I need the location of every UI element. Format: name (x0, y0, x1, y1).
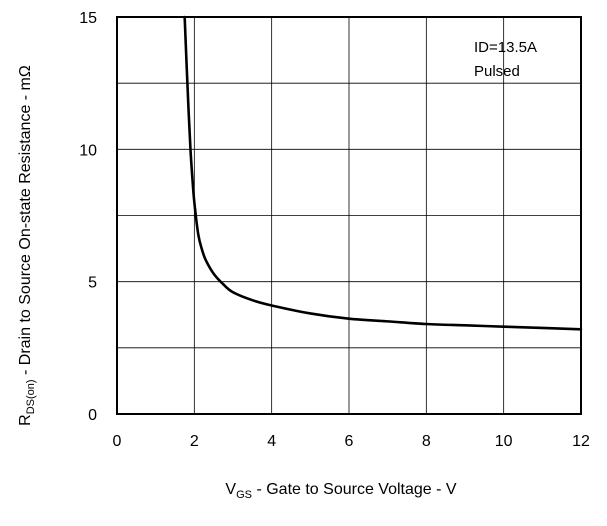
x-tick-label: 0 (113, 433, 122, 450)
y-tick-label: 5 (88, 275, 97, 292)
plot-frame (116, 16, 582, 415)
x-tick-label: 2 (190, 433, 199, 450)
annotation-0: ID=13.5A (474, 39, 537, 56)
x-axis-label: VGS - Gate to Source Voltage - V (225, 481, 456, 501)
x-tick-label: 6 (345, 433, 354, 450)
y-tick-label: 15 (79, 10, 97, 27)
x-tick-label: 10 (495, 433, 513, 450)
y-axis-label-main: R (17, 414, 34, 426)
y-axis-label: RDS(on) - Drain to Source On-state Resis… (17, 65, 37, 426)
y-tick-label: 0 (88, 407, 97, 424)
y-tick-label: 10 (79, 142, 97, 159)
x-tick-labels: 0 2 4 6 8 10 12 (113, 433, 590, 450)
x-axis-label-sub: GS (236, 489, 252, 501)
y-axis-label-sub: DS(on) (25, 379, 37, 414)
x-tick-label: 12 (572, 433, 590, 450)
x-axis-label-rest: - Gate to Source Voltage - V (252, 481, 457, 498)
annotation-1: Pulsed (474, 63, 520, 80)
x-tick-label: 8 (422, 433, 431, 450)
grid (117, 17, 581, 414)
series-layer (183, 15, 583, 331)
x-tick-label: 4 (267, 433, 276, 450)
y-axis-label-rest: - Drain to Source On-state Resistance - … (17, 65, 34, 379)
annotations: ID=13.5A Pulsed (474, 39, 537, 80)
series-line-0 (183, 15, 583, 331)
x-axis-label-main: V (225, 481, 236, 498)
y-tick-labels: 0 5 10 15 (79, 10, 97, 424)
